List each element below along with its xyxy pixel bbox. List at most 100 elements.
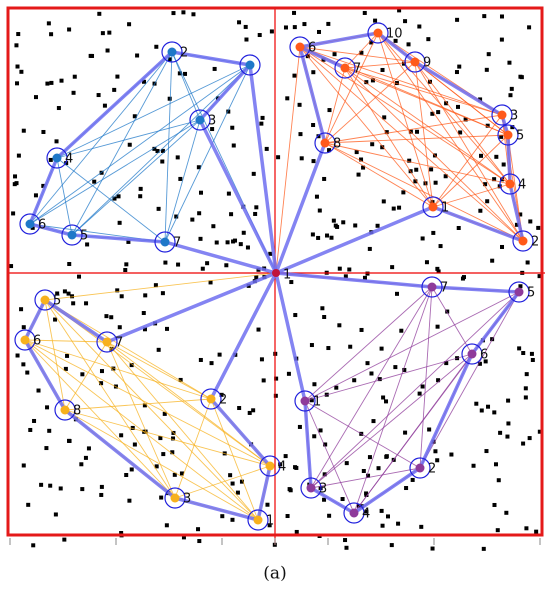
noise-point [377,377,382,382]
noise-point [132,442,137,447]
center-node [272,269,280,277]
noise-point [471,463,476,468]
center-edge [44,272,277,301]
edge [310,286,433,489]
noise-point [13,174,18,179]
node-ring [34,289,56,311]
hull-edge [28,222,74,237]
hull-edge [28,156,59,226]
edge [174,398,212,499]
hull-edge [298,31,380,49]
noise-point [160,148,165,153]
noise-point [536,225,541,230]
edge [414,61,524,242]
noise-point [285,96,290,101]
noise-point [48,483,53,488]
noise-point [251,408,256,413]
edge [106,341,176,499]
noise-point [436,378,441,383]
noise-point [25,370,30,375]
noise-point [162,411,167,416]
node [410,57,420,67]
noise-point [265,502,270,507]
noise-point [230,481,235,486]
edge [431,286,473,355]
noise-point [483,182,488,187]
noise-point [329,235,334,240]
noise-point [257,33,262,38]
node [52,153,62,163]
noise-point [97,11,102,16]
noise-point [521,351,526,356]
noise-point [63,366,68,371]
noise-point [417,391,422,396]
node-ring [61,224,83,246]
noise-point [115,288,120,293]
noise-point [337,266,342,271]
noise-point [231,143,236,148]
noise-point [72,74,77,79]
noise-point [499,14,504,19]
noise-point [99,484,104,489]
edge [56,64,251,159]
noise-point [530,357,535,362]
edge [310,353,473,489]
edge [324,142,524,242]
edge [56,119,201,159]
node [340,63,350,73]
noise-point [455,104,460,109]
hull-edge [274,141,327,275]
node-ring [247,509,269,531]
noise-point [112,196,117,201]
noise-point [21,463,26,468]
noise-point [525,260,530,265]
hull-edge [303,399,313,490]
edge [419,286,433,469]
node-label: 5 [527,286,535,301]
node-ring [497,124,519,146]
node [503,130,513,140]
noise-point [367,455,372,460]
noise-point [528,219,533,224]
noise-point [506,398,511,403]
noise-point [235,490,240,495]
noise-point [28,427,33,432]
noise-point [509,86,514,91]
noise-point [294,529,299,534]
noise-point [53,512,58,517]
noise-point [181,535,186,540]
noise-point [395,291,400,296]
noise-point [518,212,523,217]
edge [71,51,173,236]
noise-point [494,154,499,159]
noise-point [59,78,64,83]
noise-point [504,510,509,515]
noise-point [48,157,53,162]
noise-point [158,436,163,441]
noise-point [183,71,188,76]
edge [106,341,259,521]
frame [6,6,544,537]
edge [344,67,503,116]
node-label: 5 [516,129,524,144]
edge [432,134,509,208]
noise-point [322,472,327,477]
noise-point [293,313,298,318]
noise-point [214,240,219,245]
noise-point [163,260,168,265]
noise-point [244,37,249,42]
noise-point [435,266,440,271]
edge [344,32,379,69]
edge [171,51,201,121]
noise-point [127,142,132,147]
edge [106,341,212,400]
hull-edge [63,408,177,500]
noise-point [316,235,321,240]
noise-point [268,251,273,256]
edge [299,46,434,208]
noise-point [119,433,124,438]
node-label: 4 [362,507,370,522]
edge [324,61,416,144]
hull-edge [298,45,347,70]
noise-point [479,153,484,158]
